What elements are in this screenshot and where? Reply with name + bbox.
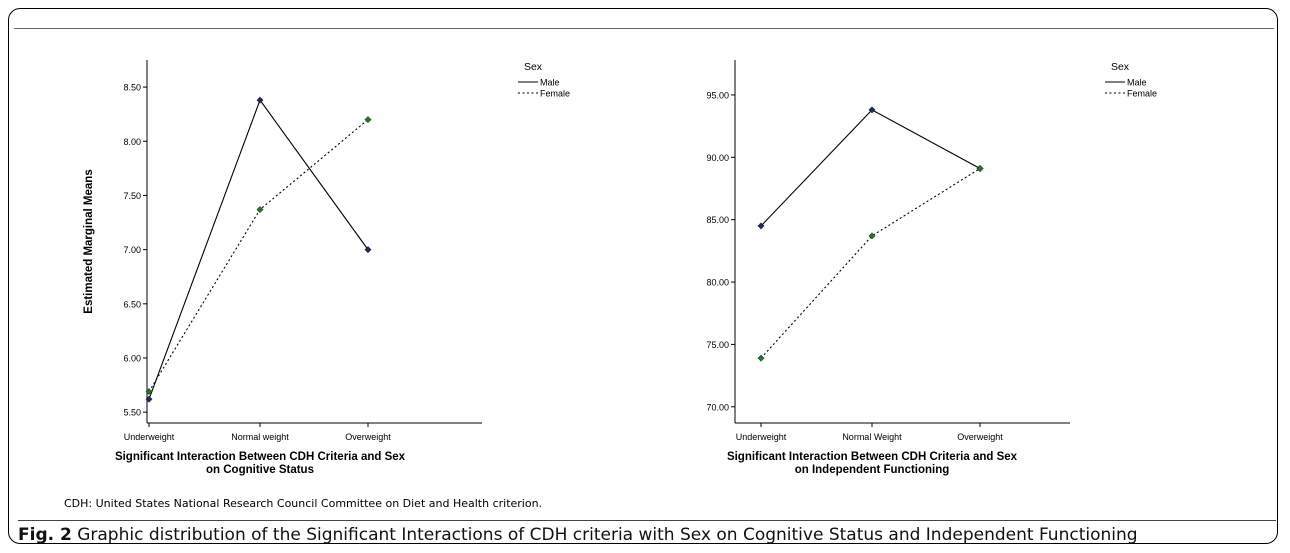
data-point-male: [145, 395, 153, 403]
footnote: CDH: United States National Research Cou…: [64, 497, 543, 510]
figure-caption: Fig. 2 Graphic distribution of the Signi…: [18, 525, 1138, 545]
y-tick-label: 95.00: [706, 90, 729, 100]
data-point-male: [256, 96, 264, 104]
data-point-female: [868, 232, 876, 240]
data-point-female: [145, 388, 153, 396]
legend-label-male: Male: [1127, 78, 1147, 88]
legend-label-female: Female: [540, 89, 570, 99]
y-tick-label: 7.50: [123, 191, 141, 201]
series-line-male: [148, 98, 369, 400]
x-tick-label: Normal weight: [231, 432, 289, 442]
series-line-female: [760, 168, 981, 359]
x-tick-label: Normal Weight: [842, 432, 902, 442]
x-tick-label: Underweight: [124, 432, 175, 442]
y-tick-label: 90.00: [706, 153, 729, 163]
top-rule: [14, 28, 1274, 29]
data-point-female: [976, 165, 984, 173]
x-axis-label-line: Significant Interaction Between CDH Crit…: [115, 451, 406, 463]
data-point-female: [256, 206, 264, 214]
legend-title: Sex: [1111, 61, 1130, 73]
x-axis-label-line: Significant Interaction Between CDH Crit…: [727, 451, 1018, 463]
cognitive-status-chart: 5.50 6.00 6.50 7.00 7.50 8.00 8.50 Underweight N…: [83, 60, 570, 476]
legend-label-female: Female: [1127, 89, 1157, 99]
y-tick-label: 5.50: [123, 408, 141, 418]
y-tick-label: 7.00: [123, 245, 141, 255]
caption-label: Fig. 2: [18, 525, 72, 545]
figure-frame: [8, 8, 1278, 544]
independent-functioning-chart: 70.00 75.00 80.00 85.00 90.00 95.00 Underweigh…: [706, 60, 1157, 476]
data-point-male: [868, 106, 876, 114]
legend-title: Sex: [524, 61, 543, 73]
series-line-female: [148, 119, 369, 392]
x-axis-label-line: on Cognitive Status: [206, 464, 314, 476]
data-point-female: [757, 354, 765, 362]
y-tick-label: 6.00: [123, 353, 141, 363]
y-tick-label: 8.50: [123, 83, 141, 93]
series-line-male: [760, 109, 981, 227]
y-tick-label: 75.00: [706, 340, 729, 350]
x-tick-label: Underweight: [736, 432, 787, 442]
x-axis-label-line: on Independent Functioning: [795, 464, 950, 476]
legend-label-male: Male: [540, 78, 560, 88]
y-tick-label: 85.00: [706, 215, 729, 225]
y-tick-label: 70.00: [706, 402, 729, 412]
y-tick-label: 80.00: [706, 278, 729, 288]
data-point-female: [364, 116, 372, 124]
bottom-rule: [18, 520, 1276, 521]
caption-text: Graphic distribution of the Significant …: [71, 525, 1138, 545]
data-point-male: [757, 222, 765, 230]
data-point-male: [364, 246, 372, 254]
y-axis-label: Estimated Marginal Means: [83, 169, 95, 313]
x-tick-label: Overweight: [345, 432, 391, 442]
x-tick-label: Overweight: [957, 432, 1003, 442]
y-tick-label: 8.00: [123, 137, 141, 147]
y-tick-label: 6.50: [123, 299, 141, 309]
